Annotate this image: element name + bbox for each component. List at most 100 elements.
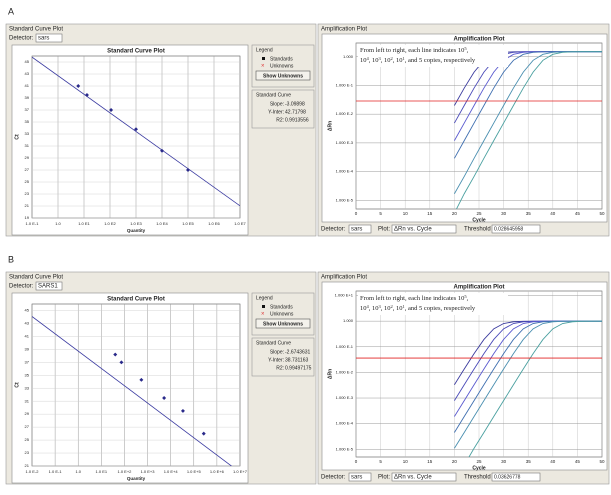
- threshold-label: Threshold: [464, 475, 491, 481]
- plot-area: [31, 303, 241, 467]
- annotation-part: 10: [360, 57, 367, 64]
- y-tick-label: 21: [25, 463, 30, 468]
- x-tick-label: 10: [403, 211, 409, 216]
- legend-marker: [262, 305, 265, 308]
- annotation-part: , 10: [381, 305, 391, 312]
- y-tick-label: 31: [25, 398, 30, 403]
- point: [76, 84, 81, 88]
- show-unknowns-button[interactable]: [255, 318, 311, 329]
- detector-dropdown[interactable]: [35, 33, 63, 43]
- x-tick-label: 50: [599, 211, 605, 216]
- x-axis-label: Cycle: [472, 217, 486, 223]
- window-title: Standard Curve Plot: [9, 27, 63, 33]
- plot-label: Plot:: [378, 227, 390, 233]
- legend-entry: Standards: [270, 304, 293, 310]
- y-tick-label: 27: [25, 424, 30, 429]
- annotation-part: 4: [367, 56, 370, 61]
- legend-marker: [262, 57, 265, 60]
- y-tick-label: 1.000 E-4: [336, 421, 354, 426]
- annotation-part: 5: [464, 46, 467, 51]
- x-tick-label: 1.0 E6: [208, 221, 220, 226]
- detector-label: Detector:: [9, 36, 34, 42]
- annotation-part: 4: [367, 304, 370, 309]
- y-axis-label: Ct: [14, 382, 20, 388]
- threshold-value: 0.028645958: [494, 226, 523, 232]
- y-tick-label: 1.000 E-3: [336, 395, 354, 400]
- y-tick-label: 29: [25, 411, 30, 416]
- annotation-box: [358, 293, 508, 315]
- point: [109, 108, 114, 112]
- x-tick-label: 1.0 E1: [78, 221, 90, 226]
- plot-dropdown[interactable]: [391, 224, 457, 234]
- annotation-part: , 10: [393, 305, 403, 312]
- annotation: From left to right, each line indicates …: [360, 46, 469, 55]
- point: [84, 93, 89, 97]
- y-tick-label: 39: [25, 346, 30, 351]
- y-tick-label: 45: [25, 59, 30, 64]
- annotation-box: [358, 45, 508, 67]
- stat-value: -3.09898: [285, 101, 305, 107]
- detector-dropdown[interactable]: [35, 281, 63, 291]
- detector-value: sars: [351, 475, 362, 481]
- y-tick-label: 43: [25, 321, 30, 326]
- y-tick-label: 31: [25, 143, 30, 148]
- annotation-part: , 10: [393, 57, 403, 64]
- y-tick-label: 1.000 E-3: [336, 140, 354, 145]
- y-tick-label: 43: [25, 71, 30, 76]
- point: [160, 148, 164, 153]
- x-tick-label: 45: [575, 459, 581, 464]
- plot-value: ΔRn vs. Cycle: [394, 227, 432, 233]
- x-tick-label: 1.0 E1: [96, 469, 108, 474]
- plot-dropdown[interactable]: [391, 472, 457, 482]
- fit-line: [32, 316, 233, 466]
- x-tick-label: 15: [427, 459, 433, 464]
- annotation-part: 3: [379, 304, 382, 309]
- button-label[interactable]: Show Unknowns: [263, 73, 303, 79]
- y-axis-label: ΔRn: [327, 121, 333, 131]
- annotation-part: 3: [379, 56, 382, 61]
- detector-dropdown[interactable]: [348, 224, 372, 234]
- window-title: Standard Curve Plot: [9, 275, 63, 281]
- y-tick-label: 1.000: [343, 54, 354, 59]
- y-tick-label: 35: [25, 119, 30, 124]
- y-tick-label: 27: [25, 167, 30, 172]
- y-tick-label: 41: [25, 83, 30, 88]
- stat-label: R2:: [276, 365, 284, 371]
- y-tick-label: 1.000 E-1: [336, 82, 354, 87]
- annotation-part: , 10: [369, 57, 379, 64]
- x-tick-label: 5: [379, 211, 382, 216]
- x-tick-label: 40: [550, 459, 556, 464]
- detector-value: sars: [351, 227, 362, 233]
- x-tick-label: 1.0 E2: [104, 221, 116, 226]
- chart-title: Amplification Plot: [454, 285, 505, 291]
- detector-dropdown[interactable]: [348, 472, 372, 482]
- x-axis-label: Quantity: [127, 476, 146, 481]
- point: [201, 431, 206, 436]
- detector-value: sars: [38, 36, 49, 42]
- y-tick-label: 21: [25, 203, 30, 208]
- annotation-part: 1: [403, 56, 405, 61]
- legend-marker: ×: [261, 64, 265, 70]
- fit-line: [32, 56, 240, 207]
- annotation-part: , 10: [381, 57, 391, 64]
- x-tick-label: 1.0 E-1: [49, 469, 63, 474]
- amplification-curve: [468, 320, 602, 457]
- y-tick-label: 1.000 E-2: [336, 369, 354, 374]
- y-tick-label: 1.000 E-4: [336, 169, 354, 174]
- y-tick-label: 1.000 E+1: [335, 293, 354, 298]
- button-label[interactable]: Show Unknowns: [263, 321, 303, 327]
- x-tick-label: 1.0 E+3: [141, 469, 156, 474]
- annotation: 104, 103, 102, 101, and 5 copies, respec…: [360, 304, 476, 313]
- legend-title: Legend: [256, 295, 273, 301]
- window-title: Amplification Plot: [321, 275, 367, 281]
- threshold-input[interactable]: [491, 472, 541, 482]
- x-tick-label: 20: [452, 211, 458, 216]
- y-tick-label: 37: [25, 107, 30, 112]
- threshold-input[interactable]: [491, 224, 541, 234]
- window-title: Amplification Plot: [321, 27, 367, 33]
- show-unknowns-button[interactable]: [255, 70, 311, 81]
- y-tick-label: 39: [25, 95, 30, 100]
- y-tick-label: 19: [25, 215, 30, 220]
- chart-title: Standard Curve Plot: [107, 49, 165, 55]
